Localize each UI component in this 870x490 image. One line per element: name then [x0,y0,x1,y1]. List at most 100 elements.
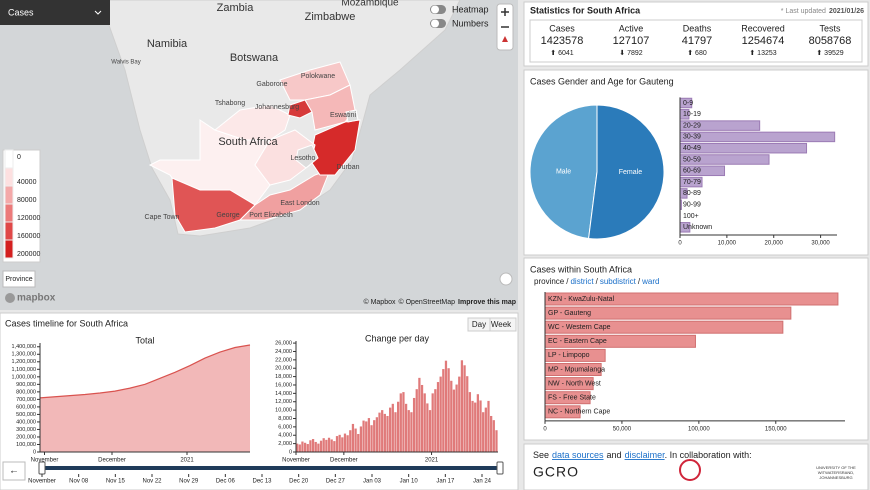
bar [311,439,315,452]
place-label: East London [280,200,319,207]
x-tick-label: 20,000 [765,241,784,247]
level-link[interactable]: district [570,277,594,286]
attribution-part: © Mapbox [363,298,396,306]
bar [479,400,482,452]
bar [370,425,373,452]
bar-label: FS - Free State [548,395,596,402]
bar [375,417,378,452]
bar [333,441,336,452]
line [39,344,251,399]
chart-title: Change per day [365,333,430,343]
footer-panel [523,443,869,490]
bar [410,412,413,452]
place-label: Namibia [147,38,188,50]
bar [412,397,416,452]
bar [490,415,493,452]
area [40,344,250,452]
brush-label: Dec 13 [252,479,272,485]
bar-label: 50-59 [683,156,701,163]
eastern-cape [238,169,331,221]
bar [450,380,453,452]
eswatini [345,109,359,123]
brush-label: Jan 17 [436,479,455,485]
level-link[interactable]: subdistrict [600,277,637,286]
y-tick-label: 1,300,000 [12,352,36,358]
province-button[interactable] [2,270,36,288]
bar [482,412,485,452]
compass[interactable] [502,36,508,42]
bar-label: GP - Gauteng [548,310,591,317]
footer-part[interactable]: data sources [552,450,604,460]
brush-label: November [28,479,56,485]
bar-label: 70-79 [683,179,701,186]
stat-value: 127107 [613,35,650,47]
interval-button[interactable]: Week [491,320,512,329]
dropdown-label[interactable]: Cases [8,7,34,17]
bar [495,430,498,452]
back-label[interactable]: ← [9,466,19,477]
bar [399,393,402,452]
bar [386,415,389,452]
bar-label: 90-99 [683,202,701,209]
bar-label: 60-69 [683,168,701,175]
y-tick-label: 26,000 [275,341,292,347]
legend-label: 120000 [17,215,40,222]
place-label: Walvis Bay [111,60,140,66]
bar-label: WC - Western Cape [548,324,611,331]
bar [381,410,384,452]
toggle-knob [431,5,439,14]
bar [367,418,371,452]
province-button-label[interactable]: Province [5,276,32,283]
pie-label: Female [619,169,642,176]
y-tick-label: 700,000 [16,397,36,403]
place-label: Mozambique [341,0,399,9]
bar [492,420,495,452]
attribution-part: © OpenStreetMap [399,298,456,306]
place-label: Botswana [230,52,279,64]
level-separator: / [566,277,569,286]
level-link[interactable]: ward [641,277,659,286]
bar-label: LP - Limpopo [548,352,590,359]
pie-slice [529,104,598,240]
attribution-part[interactable]: Improve this map [458,299,516,306]
legend-swatch [4,239,14,259]
zoom-icons[interactable] [501,8,509,28]
layer-dropdown[interactable] [0,0,110,25]
bar [330,439,333,452]
bar [404,403,408,452]
bar [484,407,487,452]
place-label: Eswatini [330,112,357,119]
footer-part[interactable]: disclaimer [625,450,666,460]
interval-button[interactable]: Day [472,320,486,329]
stats-box [529,19,863,63]
y-tick-label: 22,000 [275,357,292,363]
x-tick-label: 2021 [425,458,439,464]
bar [436,382,440,452]
bar [463,365,466,452]
bar-label: NC - Northern Cape [548,409,610,416]
toggle-label: Heatmap [452,4,489,14]
x-tick-label: 100,000 [688,426,710,432]
place-label: George [216,212,239,219]
pie-slice [588,104,665,240]
bar [341,437,344,452]
back-button[interactable] [2,461,26,481]
bar [447,368,450,452]
download-button[interactable] [499,272,513,286]
bar [407,410,410,452]
gauteng [287,99,313,119]
toggle-knob [431,19,439,28]
y-tick-label: 2,000 [278,441,292,447]
brush-handle[interactable] [38,461,46,475]
brush-handle[interactable] [496,461,504,475]
bar [351,423,355,452]
y-tick-label: 0 [289,449,292,455]
stat-label: Active [619,23,644,33]
place-label: Port Elizabeth [249,212,293,219]
bar [296,443,299,452]
legend-swatch [4,149,14,169]
level-links: province / district / subdistrict / ward [534,277,659,286]
bar [359,426,363,452]
bar [402,392,405,452]
